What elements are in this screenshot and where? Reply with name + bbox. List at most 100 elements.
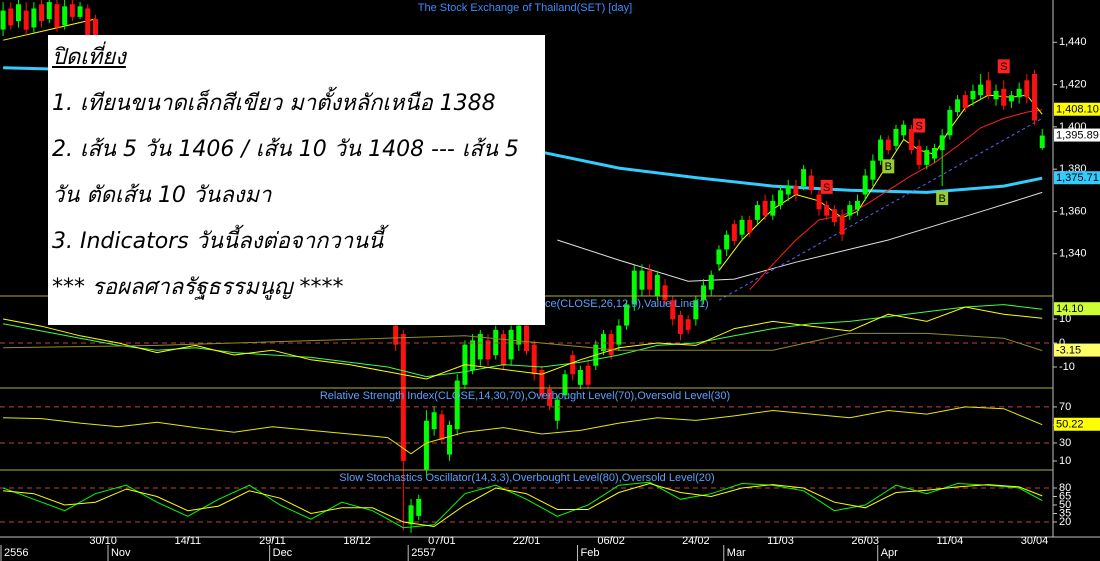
- candle-body: [562, 374, 568, 396]
- month-label: Dec: [273, 547, 293, 559]
- candle-body: [408, 505, 414, 525]
- candle-body: [654, 274, 660, 296]
- month-label: 2556: [4, 547, 28, 559]
- candle-body: [801, 169, 807, 187]
- y-tick-label: 1,420: [1059, 78, 1087, 90]
- candle-body: [447, 424, 453, 455]
- candle-body: [708, 274, 714, 290]
- candle-body: [962, 95, 968, 108]
- panel-title: The Stock Exchange of Thailand(SET) [day…: [418, 2, 632, 14]
- note-heading: ปิดเที่ยง: [52, 45, 126, 70]
- value-tag: [1054, 302, 1100, 316]
- candle-body: [885, 139, 891, 151]
- value-tag: [1054, 102, 1100, 116]
- candle-body: [824, 205, 830, 216]
- signal-marker: [882, 159, 895, 174]
- candle-body: [500, 334, 506, 366]
- candle-body: [731, 224, 737, 242]
- indicator-line: [557, 191, 1043, 282]
- candle-body: [747, 219, 753, 233]
- value-tag: [1054, 171, 1100, 185]
- candle-body: [908, 128, 914, 151]
- candle-body: [639, 270, 645, 290]
- time-axis-band: [0, 538, 1100, 561]
- candle-body: [716, 249, 722, 265]
- candle-body: [15, 4, 21, 22]
- candle-body: [577, 370, 583, 385]
- indicator-line: [3, 332, 1043, 352]
- indicator-line: [718, 117, 1043, 301]
- value-tag: [1054, 128, 1100, 142]
- annotation-box: ปิดเที่ยง 1. เทียนขนาดเล็กสีเขียว มาตั้ง…: [48, 35, 545, 325]
- y-tick-label: 50: [1059, 499, 1071, 511]
- candle-body: [724, 234, 730, 250]
- value-tag: [1054, 343, 1100, 357]
- y-tick-label: 1,360: [1059, 205, 1087, 217]
- y-tick-label: 35: [1059, 507, 1071, 519]
- candle-body: [39, 4, 45, 22]
- candle-body: [85, 8, 91, 36]
- candle-body: [978, 84, 984, 96]
- note-line: วัน ตัดเส้น 10 วันลงมา: [52, 183, 272, 208]
- candle-body: [816, 194, 822, 210]
- note-line: 3. Indicators วันนี้ลงต่อจากวานนี้: [52, 229, 384, 254]
- y-tick-label: 80: [1059, 482, 1071, 494]
- candle-body: [431, 412, 437, 430]
- candle-body: [470, 340, 476, 370]
- candle-body: [554, 399, 560, 421]
- signal-label: S: [823, 182, 830, 194]
- signal-marker: [820, 179, 833, 194]
- candle-body: [939, 135, 945, 151]
- x-tick-label: 07/01: [428, 535, 456, 547]
- candle-body: [693, 300, 699, 320]
- signal-label: B: [938, 193, 945, 205]
- candle-body: [423, 420, 429, 470]
- candle-body: [439, 414, 445, 440]
- candle-body: [1001, 88, 1007, 106]
- y-tick-label: -10: [1059, 361, 1075, 373]
- x-tick-label: 11/04: [936, 535, 963, 547]
- candle-body: [616, 325, 622, 345]
- x-tick-label: 26/03: [851, 535, 879, 547]
- month-label: Mar: [727, 547, 746, 559]
- candle-body: [0, 10, 6, 30]
- candle-body: [624, 304, 630, 326]
- y-tick-label: 10: [1059, 455, 1071, 467]
- candle-body: [524, 325, 529, 351]
- candle-body: [493, 329, 499, 356]
- candle-body: [485, 340, 491, 360]
- candle-body: [1032, 74, 1038, 121]
- candle-body: [916, 145, 922, 165]
- candle-body: [516, 325, 522, 345]
- candle-body: [23, 10, 29, 30]
- candle-body: [677, 315, 683, 335]
- candle-body: [454, 380, 460, 430]
- y-tick-label: 1,440: [1059, 36, 1087, 48]
- x-tick-label: 11/03: [767, 535, 794, 547]
- candle-body: [955, 99, 961, 113]
- x-tick-label: 24/02: [682, 535, 710, 547]
- candle-body: [1008, 95, 1014, 102]
- x-tick-label: 30/10: [89, 535, 117, 547]
- month-label: Feb: [581, 547, 600, 559]
- panel-title: Relative Strength Index(CLOSE,14,30,70),…: [320, 390, 730, 402]
- value-tag-label: 1,408.10: [1056, 104, 1099, 116]
- signal-label: S: [1000, 61, 1007, 73]
- y-tick-label: 30: [1059, 437, 1071, 449]
- value-tag: [1054, 417, 1100, 431]
- candle-body: [808, 175, 814, 191]
- indicator-line: [3, 482, 1043, 528]
- candle-body: [762, 200, 768, 216]
- month-label: 2557: [411, 547, 435, 559]
- candle-body: [931, 148, 937, 159]
- value-tag-label: -3.15: [1056, 344, 1081, 356]
- signal-label: S: [915, 120, 922, 132]
- y-tick-label: 0: [1059, 337, 1065, 349]
- candle-body: [839, 215, 845, 235]
- note-line: 2. เส้น 5 วัน 1406 / เส้น 10 วัน 1408 --…: [52, 137, 519, 162]
- panel-title: ce(CLOSE,26,12,9),Value Line(1): [545, 298, 709, 310]
- signal-label: B: [885, 161, 892, 173]
- candle-body: [701, 285, 707, 301]
- note-line: *** รอผลศาลรัฐธรรมนูญ ****: [52, 275, 344, 300]
- candle-body: [1024, 80, 1030, 98]
